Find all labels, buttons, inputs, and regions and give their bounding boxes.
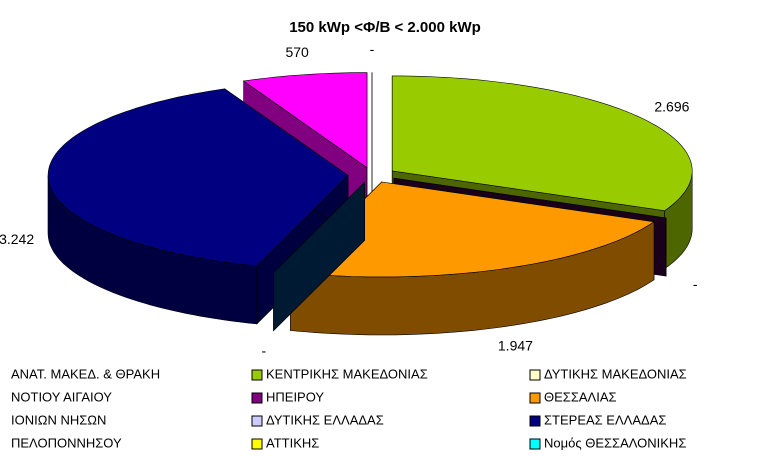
data-label: 1.947 [498, 338, 533, 354]
chart-title: 150 kWp <Φ/Β < 2.000 kWp [289, 19, 481, 36]
legend-swatch [251, 369, 263, 381]
legend-label: ΗΠΕΙΡΟΥ [266, 389, 324, 404]
legend-label: ΚΕΝΤΡΙΚΗΣ ΜΑΚΕΔΟΝΙΑΣ [266, 366, 428, 381]
slice-top [391, 75, 693, 212]
legend-swatch [251, 438, 263, 450]
data-label: - [693, 276, 698, 292]
slice-top [242, 72, 368, 169]
legend-label: ΝΟΤΙΟΥ ΑΙΓΑΙΟΥ [11, 389, 112, 404]
slice-top [289, 181, 655, 278]
slice [273, 181, 366, 332]
slice-top [47, 88, 349, 267]
legend-swatch [529, 415, 541, 427]
legend-label: ΔΥΤΙΚΗΣ ΜΑΚΕΔΟΝΙΑΣ [544, 366, 687, 381]
slice-side [273, 181, 366, 332]
data-label: - [261, 342, 266, 358]
legend-label: ΙΟΝΙΩΝ ΝΗΣΩΝ [11, 412, 106, 427]
legend-swatch [529, 369, 541, 381]
legend-label: ΔΥΤΙΚΗΣ ΕΛΛΑΔΑΣ [266, 412, 384, 427]
legend-label: ΣΤΕΡΕΑΣ ΕΛΛΑΔΑΣ [544, 412, 666, 427]
legend-label: ΑΝΑΤ. ΜΑΚΕΔ. & ΘΡΑΚΗ [11, 366, 160, 381]
data-label: 2.696 [654, 99, 689, 115]
legend-label: ΠΕΛΟΠΟΝΝΗΣΟΥ [11, 435, 122, 450]
data-label: 570 [285, 44, 309, 60]
data-label: - [370, 41, 375, 57]
legend-swatch [251, 392, 263, 404]
legend-label: ΑΤΤΙΚΗΣ [266, 435, 319, 450]
legend-swatch [251, 415, 263, 427]
legend-label: ΘΕΣΣΑΛΙΑΣ [544, 389, 617, 404]
legend-swatch [529, 392, 541, 404]
legend-label: Νομός ΘΕΣΣΑΛΟΝΙΚΗΣ [544, 435, 686, 450]
data-label: 3.242 [0, 231, 34, 247]
legend-swatch [529, 438, 541, 450]
